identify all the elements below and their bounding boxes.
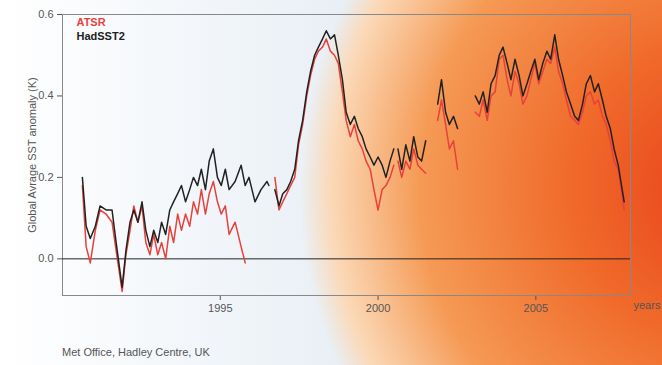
svg-text:0.2: 0.2 <box>38 171 53 183</box>
svg-text:2005: 2005 <box>524 302 548 314</box>
svg-text:0.4: 0.4 <box>38 89 53 101</box>
svg-text:2000: 2000 <box>366 302 390 314</box>
svg-text:ATSR: ATSR <box>77 16 106 28</box>
html-text:Met Office, Hadley Centre, UK: Met Office, Hadley Centre, UK <box>62 346 210 358</box>
svg-text:1995: 1995 <box>208 302 232 314</box>
svg-text:0.6: 0.6 <box>38 8 53 20</box>
svg-text:HadSST2: HadSST2 <box>77 30 125 42</box>
svg-text:years: years <box>634 299 661 311</box>
svg-text:0.0: 0.0 <box>38 252 53 264</box>
svg-text:Global Avrage SST anomaly (K): Global Avrage SST anomaly (K) <box>26 77 38 233</box>
